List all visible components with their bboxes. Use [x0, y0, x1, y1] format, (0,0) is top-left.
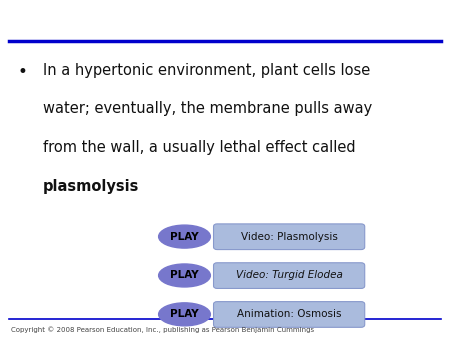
Text: Video: Turgid Elodea: Video: Turgid Elodea	[236, 270, 342, 281]
Text: water; eventually, the membrane pulls away: water; eventually, the membrane pulls aw…	[43, 101, 372, 116]
Text: PLAY: PLAY	[170, 270, 199, 281]
Text: Video: Plasmolysis: Video: Plasmolysis	[241, 232, 338, 242]
FancyBboxPatch shape	[213, 301, 364, 327]
Ellipse shape	[158, 264, 211, 287]
Ellipse shape	[158, 225, 211, 248]
FancyBboxPatch shape	[213, 263, 364, 288]
Text: •: •	[17, 63, 27, 80]
Text: Copyright © 2008 Pearson Education, Inc., publishing as Pearson Benjamin Cumming: Copyright © 2008 Pearson Education, Inc.…	[11, 326, 315, 333]
Text: PLAY: PLAY	[170, 232, 199, 242]
Text: In a hypertonic environment, plant cells lose: In a hypertonic environment, plant cells…	[43, 63, 370, 77]
Text: plasmolysis: plasmolysis	[43, 179, 139, 194]
Text: from the wall, a usually lethal effect called: from the wall, a usually lethal effect c…	[43, 140, 356, 155]
FancyBboxPatch shape	[213, 224, 364, 249]
Ellipse shape	[158, 303, 211, 326]
Text: PLAY: PLAY	[170, 309, 199, 319]
Text: Animation: Osmosis: Animation: Osmosis	[237, 309, 342, 319]
